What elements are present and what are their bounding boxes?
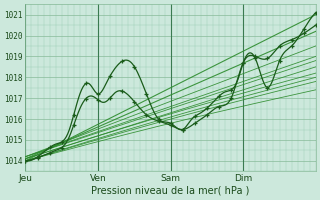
X-axis label: Pression niveau de la mer( hPa ): Pression niveau de la mer( hPa ) [92, 186, 250, 196]
